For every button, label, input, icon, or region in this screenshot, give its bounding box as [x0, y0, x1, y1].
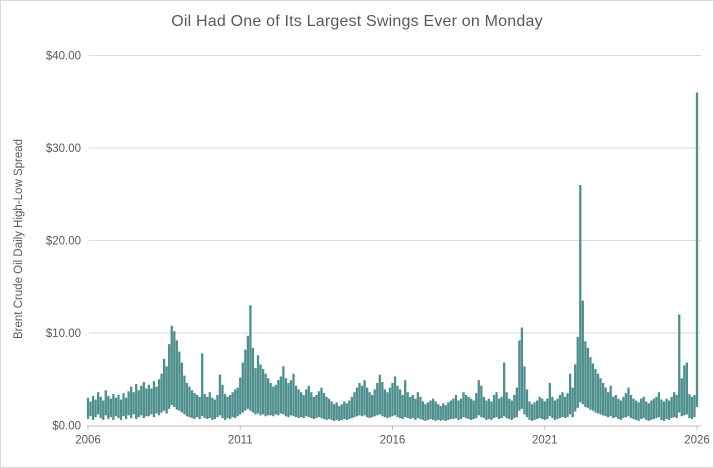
x-tick-label: 2026 [684, 435, 710, 447]
y-tick-label: $30.00 [46, 143, 81, 155]
x-tick-label: 2011 [228, 435, 253, 447]
y-tick-label: $40.00 [46, 51, 81, 63]
y-tick-label: $10.00 [46, 328, 81, 340]
x-tick-label: 2016 [380, 435, 406, 447]
x-tick-label: 2006 [75, 435, 101, 447]
chart-title: Oil Had One of Its Largest Swings Ever o… [171, 13, 543, 30]
y-tick-label: $20.00 [46, 236, 81, 248]
y-tick-label: $0.00 [52, 421, 81, 433]
x-tick-label: 2021 [532, 435, 558, 447]
